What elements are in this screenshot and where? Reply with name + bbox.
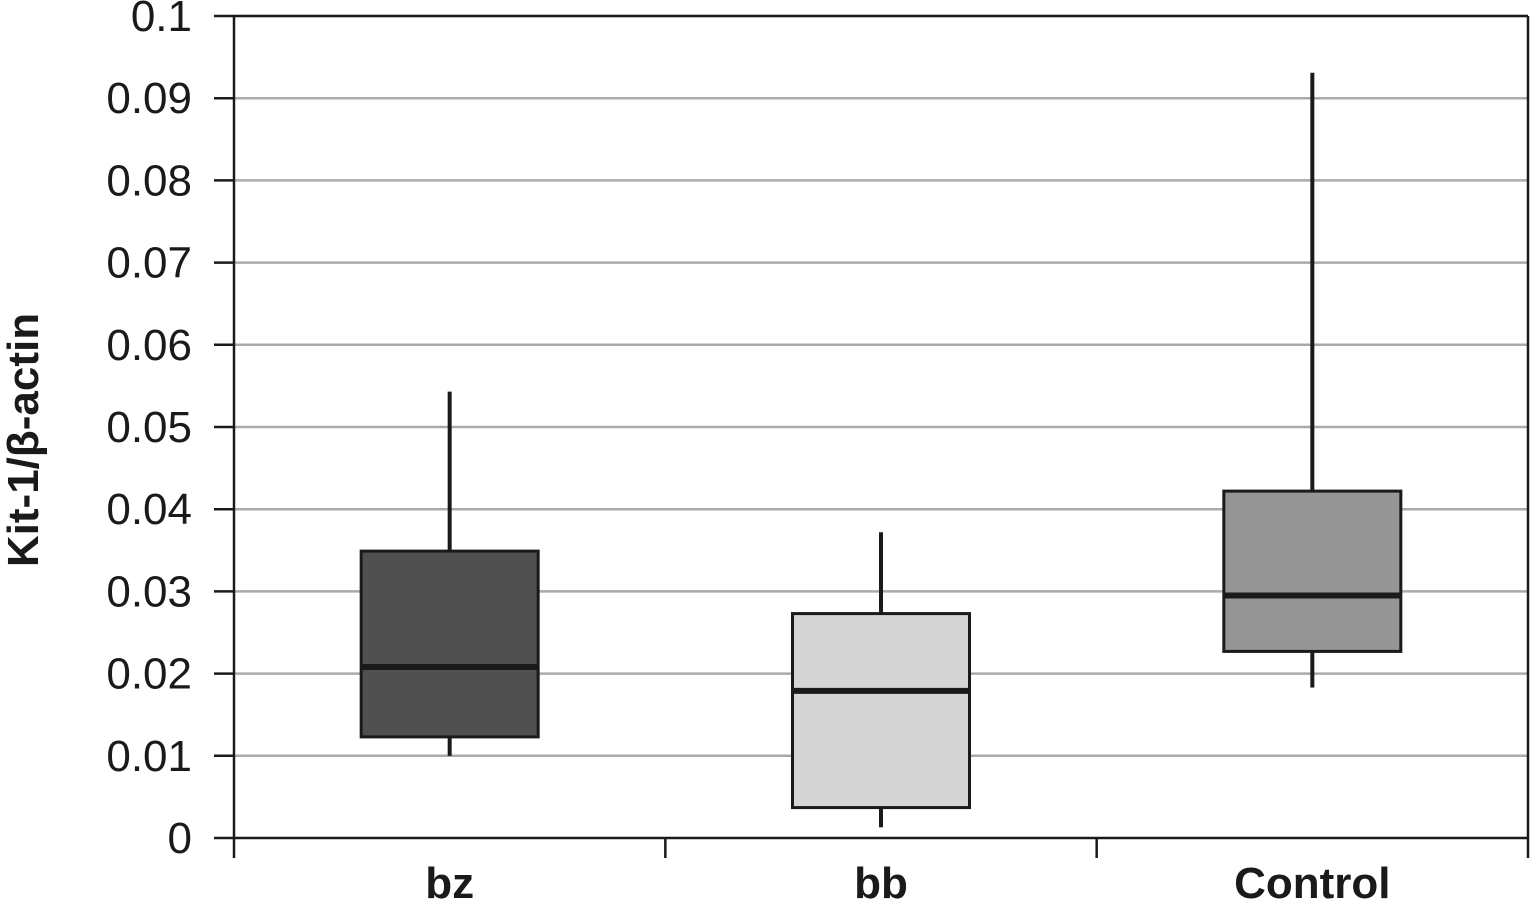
y-tick-label: 0.04 — [106, 485, 192, 534]
box-body — [1222, 489, 1403, 653]
box-body — [791, 612, 971, 810]
y-tick-label: 0.03 — [106, 567, 192, 616]
y-tick-label: 0.1 — [131, 0, 192, 41]
box-series — [359, 72, 1403, 828]
y-tick-label: 0.06 — [106, 321, 192, 370]
y-tick-label: 0.05 — [106, 403, 192, 452]
y-tick-label: 0 — [168, 814, 192, 863]
y-tick-label: 0.01 — [106, 732, 192, 781]
box-control — [1222, 72, 1403, 688]
x-category-label: Control — [1234, 859, 1390, 903]
axes — [214, 14, 1530, 858]
y-tick-label: 0.02 — [106, 650, 192, 699]
y-tick-label: 0.08 — [106, 156, 192, 205]
y-tick-label: 0.09 — [106, 74, 192, 123]
x-category-labels: bz bb Control — [425, 859, 1390, 903]
x-category-label: bz — [425, 859, 474, 903]
box-body — [359, 549, 540, 739]
x-category-label: bb — [854, 859, 908, 903]
y-tick-label: 0.07 — [106, 239, 192, 288]
box-bz — [359, 391, 540, 756]
box-bb — [791, 532, 971, 828]
y-axis-title: Kit-1/β-actin — [0, 313, 48, 567]
y-tick-labels: 0 0.01 0.02 0.03 0.04 0.05 0.06 0.07 0.08 0.09 0.1 — [106, 0, 192, 863]
